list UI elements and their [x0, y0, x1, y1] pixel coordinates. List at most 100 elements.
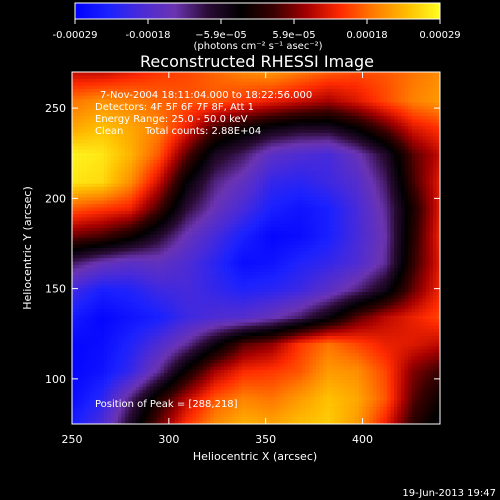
heatmap-cell	[248, 146, 253, 151]
heatmap-cell	[298, 99, 303, 103]
heatmap-cell	[372, 160, 377, 164]
heatmap-cell	[291, 214, 296, 218]
heatmap-cell	[294, 95, 299, 100]
heatmap-cell	[107, 112, 112, 117]
heatmap-cell	[379, 210, 384, 215]
heatmap-cell	[146, 119, 151, 124]
heatmap-cell	[121, 173, 126, 178]
heatmap-cell	[220, 207, 225, 212]
heatmap-cell	[266, 85, 271, 90]
chart-title: Reconstructed RHESSI Image	[140, 52, 374, 71]
heatmap-cell	[210, 95, 214, 100]
heatmap-cell	[287, 82, 292, 86]
heatmap-cell	[241, 119, 246, 124]
heatmap-cell	[128, 143, 133, 147]
heatmap-cell	[415, 224, 420, 229]
heatmap-cell	[284, 231, 289, 235]
heatmap-cell	[270, 220, 275, 225]
heatmap-cell	[178, 126, 183, 130]
heatmap-cell	[372, 210, 377, 215]
heatmap-cell	[213, 166, 218, 171]
heatmap-cell	[195, 139, 200, 144]
heatmap-cell	[284, 92, 289, 97]
heatmap-cell	[199, 214, 204, 218]
heatmap-cell	[146, 220, 151, 225]
heatmap-cell	[174, 85, 179, 90]
heatmap-cell	[217, 176, 221, 181]
heatmap-cell	[425, 129, 430, 134]
heatmap-cell	[383, 143, 388, 147]
heatmap-cell	[397, 85, 402, 90]
heatmap-cell	[330, 163, 335, 168]
heatmap-cell	[330, 200, 335, 205]
heatmap-cell	[110, 146, 115, 151]
heatmap-cell	[164, 197, 168, 201]
heatmap-cell	[291, 204, 296, 208]
heatmap-cell	[199, 224, 204, 229]
heatmap-cell	[132, 99, 137, 103]
heatmap-cell	[351, 217, 356, 222]
heatmap-cell	[379, 163, 384, 168]
heatmap-cell	[206, 214, 211, 218]
heatmap-cell	[337, 176, 342, 181]
heatmap-cell	[340, 78, 345, 83]
heatmap-cell	[241, 156, 246, 161]
heatmap-cell	[358, 187, 363, 191]
heatmap-cell	[164, 143, 168, 147]
heatmap-cell	[75, 166, 80, 171]
heatmap-cell	[245, 200, 250, 205]
heatmap-cell	[174, 146, 179, 151]
heatmap-cell	[231, 146, 236, 151]
heatmap-cell	[351, 112, 356, 117]
heatmap-cell	[128, 92, 133, 97]
heatmap-cell	[291, 139, 296, 144]
heatmap-cell	[248, 116, 253, 120]
heatmap-cell	[340, 105, 345, 110]
heatmap-cell	[238, 112, 243, 117]
heatmap-cell	[330, 139, 335, 144]
heatmap-cell	[344, 149, 349, 154]
heatmap-cell	[217, 166, 221, 171]
heatmap-cell	[319, 170, 324, 174]
heatmap-cell	[298, 139, 303, 144]
heatmap-cell	[181, 210, 186, 215]
heatmap-cell	[273, 99, 278, 103]
heatmap-cell	[231, 116, 236, 120]
heatmap-cell	[93, 126, 98, 130]
heatmap-cell	[429, 122, 434, 127]
heatmap-cell	[394, 126, 398, 130]
heatmap-cell	[333, 160, 338, 164]
heatmap-cell	[330, 197, 335, 201]
heatmap-cell	[425, 197, 430, 201]
heatmap-cell	[340, 227, 345, 232]
heatmap-cell	[135, 153, 140, 157]
heatmap-cell	[227, 231, 232, 235]
heatmap-cell	[79, 183, 83, 188]
heatmap-cell	[401, 166, 405, 171]
heatmap-cell	[238, 85, 243, 90]
heatmap-cell	[188, 231, 193, 235]
heatmap-cell	[319, 183, 324, 188]
heatmap-cell	[358, 210, 363, 215]
heatmap-cell	[418, 183, 423, 188]
heatmap-cell	[202, 129, 207, 134]
heatmap-cell	[312, 75, 317, 80]
heatmap-cell	[93, 88, 98, 93]
heatmap-cell	[319, 197, 324, 201]
heatmap-cell	[96, 227, 101, 232]
heatmap-cell	[302, 224, 306, 229]
heatmap-cell	[118, 153, 122, 157]
heatmap-cell	[199, 190, 204, 195]
heatmap-cell	[171, 224, 175, 229]
heatmap-cell	[160, 166, 165, 171]
heatmap-cell	[110, 149, 115, 154]
heatmap-cell	[432, 190, 437, 195]
heatmap-cell	[164, 78, 168, 83]
colorbar-unit-label: (photons cm⁻² s⁻¹ asec⁻²)	[193, 41, 322, 52]
heatmap-cell	[305, 220, 310, 225]
heatmap-cell	[340, 187, 345, 191]
heatmap-cell	[100, 105, 105, 110]
heatmap-cell	[330, 220, 335, 225]
heatmap-cell	[277, 122, 282, 127]
heatmap-cell	[298, 143, 303, 147]
